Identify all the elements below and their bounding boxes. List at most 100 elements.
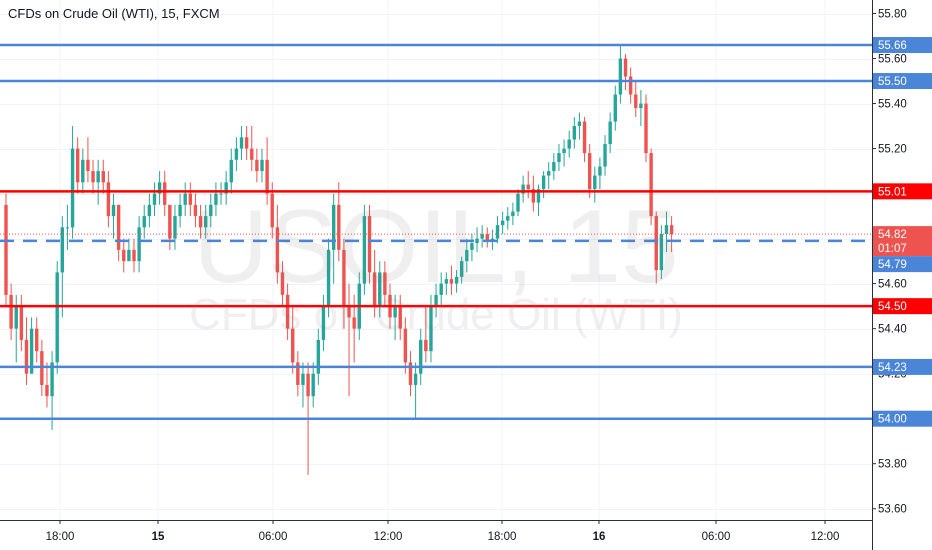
time-tick-label: 18:00 [46,531,75,543]
candle-body [285,294,290,329]
candlestick-series [4,45,674,475]
candle-body [623,58,628,77]
candle-body [70,148,75,228]
candle-body [86,159,90,172]
candle-body [75,148,80,183]
candle-body [470,243,474,250]
candle-body [152,193,157,205]
level-label-55-50: 55.50 [878,76,907,88]
time-tick-label: 12:00 [811,531,840,543]
candle-body [326,249,331,307]
candle-body [480,234,484,239]
candle-body [664,225,669,235]
candle-body [603,144,607,167]
candle-body [516,193,520,212]
candle-body [567,139,571,149]
price-tick-label: 55.80 [878,9,907,21]
candle-body [142,216,146,228]
candle-body [536,189,541,203]
candle-body [209,204,213,217]
candle-body [613,94,617,122]
time-tick-label: 18:00 [488,531,517,543]
candle-body [495,225,500,239]
time-tick-label: 15 [152,531,165,543]
candle-body [413,373,418,385]
candle-body [132,249,136,262]
candle-body [511,211,515,217]
candle-body [582,121,587,154]
level-label-55-01-bg [873,183,932,200]
candle-body [270,193,274,228]
candle-body [634,94,638,109]
candle-body [649,153,653,217]
candle-body [449,279,454,284]
price-tick-label: 55.20 [878,144,907,156]
candle-body [203,216,208,228]
price-tick-label: 55.60 [878,54,907,66]
candle-body [244,137,249,149]
dashed-level-label-bg [873,256,932,273]
candle-body [342,249,346,307]
candle-body [29,328,34,374]
symbol-title[interactable]: CFDs on Crude Oil (WTI), 15, FXCM [8,6,220,21]
candle-body [198,216,203,228]
candle-body [127,249,131,262]
candle-body [644,103,648,154]
candle-body [459,261,464,277]
level-label-54-00: 54.00 [878,414,907,426]
candle-body [234,148,239,160]
candle-body [291,328,295,363]
candle-body [219,193,223,195]
time-tick-label: 06:00 [702,531,731,543]
candle-body [122,249,126,262]
last-price-label: 54.82 [878,229,907,241]
candle-body [618,58,623,95]
candle-body [55,272,59,363]
candle-body [260,159,264,172]
level-label-55-66-bg [873,37,932,54]
time-tick-label: 06:00 [259,531,288,543]
candle-body [429,306,433,352]
candle-body [398,306,402,329]
time-axis[interactable]: 18:00 15 06:00 12:00 18:00 16 06:00 12:00 [0,520,872,550]
candle-body [101,171,105,183]
candle-body [91,171,95,183]
candle-body [14,306,18,329]
time-tick-label: 12:00 [374,531,403,543]
candle-body [521,184,525,194]
level-label-54-00-bg [873,410,932,427]
level-label-54-23: 54.23 [878,362,907,374]
candle-body [506,216,510,221]
level-label-55-50-bg [873,73,932,90]
candle-body [393,306,397,318]
candle-body [168,204,172,239]
candle-body [475,238,479,244]
candle-body [654,216,658,271]
candle-body [173,216,177,239]
candle-body [444,279,449,284]
candle-body [265,159,269,194]
horizontal-levels[interactable] [0,43,872,420]
level-label-55-66: 55.66 [878,40,907,52]
candle-body [96,171,100,183]
candle-body [628,76,633,95]
candle-body [372,272,377,307]
candle-body [593,175,597,190]
price-tick-label: 55.40 [878,99,907,111]
price-axis[interactable]: 53.6053.8054.0054.2054.4054.6054.8055.00… [872,0,932,550]
candle-body [255,159,259,172]
candle-body [147,204,152,217]
level-label-54-50-bg [873,298,932,315]
candle-body [60,227,65,273]
candle-body [541,175,546,190]
bar-countdown-label: 01:07 [878,243,907,255]
candle-body [81,159,85,183]
price-axis-background [872,0,932,550]
candle-body [163,182,167,205]
candle-body [321,306,326,340]
candle-body [316,339,321,374]
price-tick-label: 54.40 [878,324,907,336]
candle-body [347,306,351,318]
candle-body [659,234,664,271]
